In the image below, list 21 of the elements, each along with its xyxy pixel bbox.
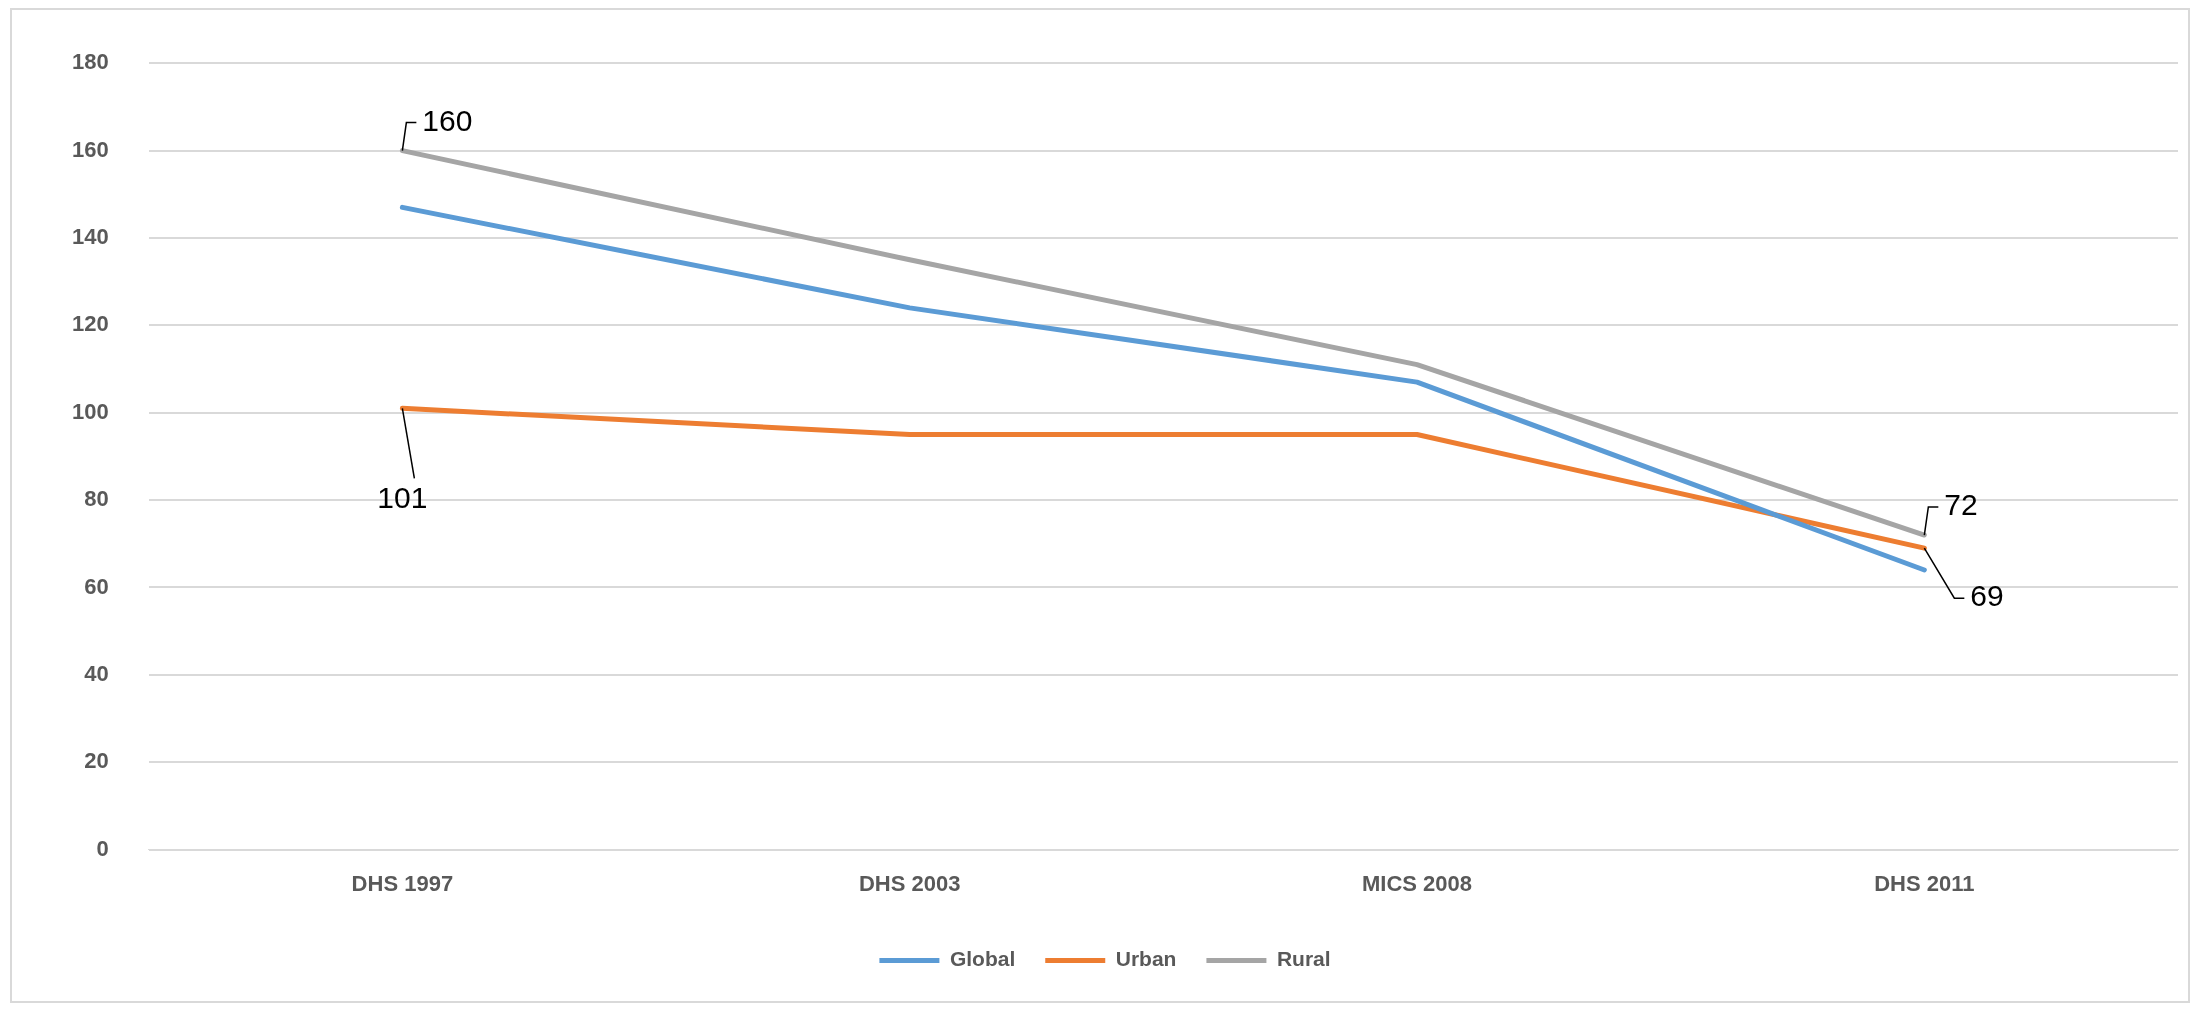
data-label: 101 — [377, 480, 428, 514]
y-tick-label: 0 — [96, 835, 109, 861]
x-tick-label: DHS 2011 — [1874, 870, 1975, 896]
data-label: 72 — [1944, 488, 1978, 522]
x-tick-label: MICS 2008 — [1361, 870, 1473, 896]
y-tick-label: 180 — [71, 49, 109, 75]
legend-label: Global — [949, 947, 1016, 971]
y-tick-label: 80 — [84, 486, 109, 512]
x-tick-label: DHS 1997 — [351, 870, 454, 896]
y-tick-label: 120 — [71, 311, 109, 337]
legend-label: Rural — [1276, 947, 1331, 971]
legend-label: Urban — [1115, 947, 1177, 971]
y-tick-label: 140 — [71, 224, 109, 250]
y-tick-label: 40 — [84, 660, 109, 686]
y-tick-label: 20 — [84, 748, 109, 774]
data-label: 160 — [422, 103, 473, 137]
data-label: 69 — [1970, 579, 2004, 613]
y-tick-label: 160 — [71, 136, 109, 162]
y-tick-label: 60 — [84, 573, 109, 599]
x-tick-label: DHS 2003 — [858, 870, 961, 896]
y-tick-label: 100 — [71, 398, 109, 424]
